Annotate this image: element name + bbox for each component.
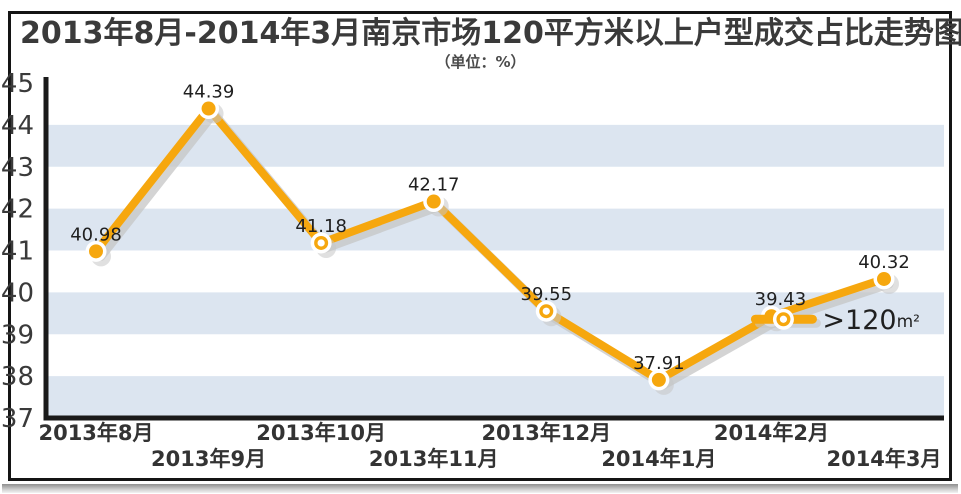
y-axis-label: 45: [1, 69, 34, 99]
y-axis-label: 42: [1, 195, 34, 225]
y-axis-label: 38: [1, 362, 34, 392]
y-axis-label: 40: [1, 278, 34, 308]
data-point-label: 42.17: [408, 175, 460, 196]
data-point-marker: [542, 307, 550, 315]
chart-frame: [8, 11, 952, 481]
x-axis-label: 2014年1月: [601, 447, 716, 471]
chart-subtitle: （单位：%）: [435, 53, 526, 71]
series-line: [92, 104, 888, 384]
data-point-label: 37.91: [633, 353, 685, 374]
bottom-edge-shadow: [2, 484, 958, 493]
band-row: [48, 208, 944, 251]
x-axis-label: 2013年9月: [151, 447, 266, 471]
x-axis-label: 2013年10月: [256, 421, 386, 445]
x-axis-label: 2013年12月: [481, 421, 611, 445]
chart-title: 2013年8月-2014年3月南京市场120平方米以上户型成交占比走势图: [20, 16, 961, 51]
band-row: [48, 376, 944, 418]
y-axis-label: 41: [1, 237, 34, 267]
y-axis-label: 44: [1, 111, 34, 141]
legend-marker: [779, 315, 788, 323]
data-point-marker: [651, 372, 666, 387]
data-point-marker: [426, 194, 441, 209]
data-point-label: 40.98: [70, 224, 122, 245]
y-axis-label: 37: [1, 404, 34, 434]
data-point-label: 44.39: [183, 82, 235, 103]
data-point-label: 39.55: [521, 284, 573, 305]
x-axis-label: 2013年11月: [369, 447, 499, 471]
y-axis-label: 43: [1, 153, 34, 183]
data-point-label: 40.32: [858, 252, 910, 273]
data-point-marker: [201, 101, 216, 116]
x-axis-label: 2013年8月: [38, 421, 153, 445]
x-axis-label: 2014年3月: [826, 447, 941, 471]
data-point-label: 41.18: [295, 216, 347, 237]
data-point-marker: [89, 244, 103, 259]
data-point-marker: [317, 239, 325, 247]
data-point-label: 39.43: [755, 289, 807, 310]
y-axis-label: 39: [1, 320, 34, 350]
data-point-marker: [877, 271, 891, 286]
x-axis-label: 2014年2月: [714, 421, 829, 445]
